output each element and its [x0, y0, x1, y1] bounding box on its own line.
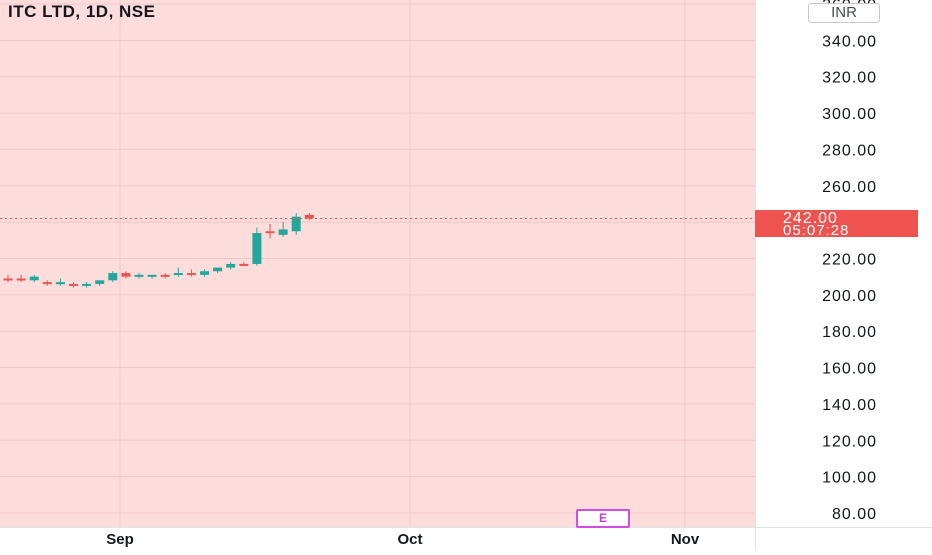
bar-countdown: 05:07:28	[783, 222, 850, 239]
candle[interactable]	[69, 282, 78, 288]
candle[interactable]	[95, 280, 105, 286]
candle-body	[121, 273, 131, 277]
candle[interactable]	[82, 282, 92, 288]
candle-body	[147, 274, 157, 277]
candle-body	[226, 263, 236, 268]
candle-body	[134, 274, 144, 277]
candle[interactable]	[252, 227, 262, 266]
earnings-event-badge[interactable]: E	[576, 509, 630, 528]
time-tick-label: Sep	[106, 531, 134, 548]
candle-body	[55, 282, 65, 285]
candle[interactable]	[16, 274, 26, 283]
price-tick-label: 100.00	[822, 470, 877, 487]
candle[interactable]	[239, 262, 249, 266]
candle-body	[29, 276, 39, 281]
candle-body	[252, 233, 262, 264]
price-tick-label: 320.00	[822, 70, 877, 87]
candle[interactable]	[200, 269, 209, 277]
candle[interactable]	[160, 273, 170, 279]
candle[interactable]	[121, 271, 131, 279]
candle[interactable]	[55, 278, 65, 286]
plot-background	[0, 0, 755, 527]
symbol-title[interactable]: ITC LTD, 1D, NSE	[8, 2, 156, 21]
price-tick-label: 120.00	[822, 433, 877, 450]
candle-body	[108, 273, 118, 281]
time-tick-label: Oct	[397, 531, 422, 548]
candle[interactable]	[291, 213, 301, 235]
candle-body	[173, 273, 183, 276]
price-axis[interactable]: 80.00 100.00 120.00 140.00 160.00 180.00 200.0…	[822, 0, 877, 523]
candle-body	[239, 263, 249, 266]
candle-body	[265, 231, 275, 234]
candle[interactable]	[147, 274, 157, 279]
candle[interactable]	[213, 267, 223, 274]
candle-body	[82, 283, 92, 286]
candle-body	[42, 282, 52, 285]
currency-label[interactable]: INR	[808, 3, 880, 23]
candle-body	[95, 280, 105, 284]
price-tick-label: 220.00	[822, 252, 877, 269]
candle-body	[200, 271, 209, 275]
candle[interactable]	[265, 223, 275, 239]
candle-body	[213, 267, 223, 272]
time-axis[interactable]: Sep Oct Nov	[106, 531, 700, 548]
candles[interactable]	[3, 213, 314, 288]
last-price-value: 242.00	[783, 210, 838, 227]
candle-body	[291, 216, 301, 232]
price-tick-label: 200.00	[822, 288, 877, 305]
candle-body	[186, 273, 196, 276]
candle[interactable]	[29, 274, 39, 283]
candle[interactable]	[3, 274, 13, 283]
candle[interactable]	[42, 280, 52, 286]
price-tick-label: 260.00	[822, 179, 877, 196]
grid-lines	[0, 0, 755, 527]
candle-body	[3, 278, 13, 281]
time-tick-label: Nov	[671, 531, 700, 548]
price-tick-label: 80.00	[832, 506, 877, 523]
price-tick-label: 180.00	[822, 324, 877, 341]
candle[interactable]	[226, 262, 236, 270]
candle[interactable]	[173, 267, 183, 277]
candle[interactable]	[108, 271, 118, 283]
candle-body	[160, 274, 170, 277]
candle[interactable]	[134, 273, 144, 279]
candle[interactable]	[278, 222, 288, 237]
candle-body	[304, 214, 314, 219]
price-tick-label: 140.00	[822, 397, 877, 414]
price-tick-label: 300.00	[822, 106, 877, 123]
candle-body	[278, 229, 288, 235]
candle-body	[16, 278, 26, 281]
candle[interactable]	[186, 269, 196, 277]
candle-body	[69, 283, 78, 286]
price-tick-label: 340.00	[822, 33, 877, 50]
last-price-tag: 242.00 05:07:28	[755, 210, 918, 239]
price-tick-label: 160.00	[822, 361, 877, 378]
price-tick-label: 280.00	[822, 142, 877, 159]
candle[interactable]	[304, 213, 314, 221]
